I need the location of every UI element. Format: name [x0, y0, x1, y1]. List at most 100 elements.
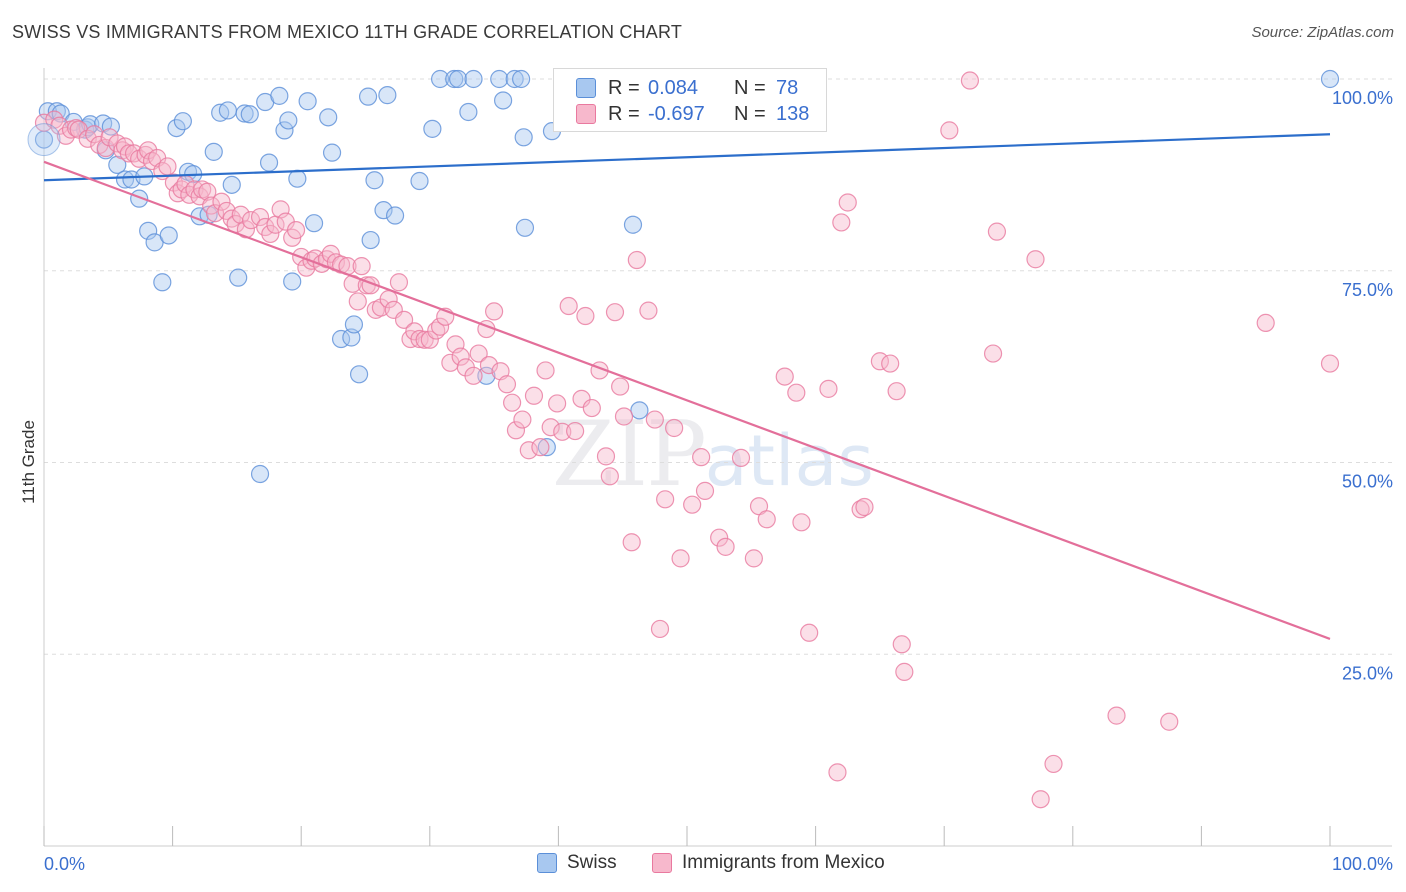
- swiss-point: [279, 111, 298, 130]
- mexico-point: [389, 273, 409, 292]
- swiss-point: [448, 69, 468, 89]
- x-tick-label-max: 100.0%: [1332, 854, 1393, 874]
- mexico-point: [744, 549, 763, 568]
- mexico-point: [1107, 706, 1126, 725]
- mexico-point: [164, 173, 183, 192]
- mexico-point: [524, 386, 544, 405]
- swiss-n-label: N =: [734, 76, 766, 99]
- swiss-point: [494, 91, 513, 110]
- mexico-point: [124, 144, 144, 163]
- mexico-point: [212, 192, 231, 211]
- data-points: [27, 69, 1340, 809]
- swiss-point: [235, 104, 254, 123]
- mexico-point: [895, 662, 914, 681]
- bottom-legend-swiss[interactable]: Swiss: [537, 852, 617, 874]
- mexico-point: [627, 250, 646, 270]
- swiss-point: [275, 121, 294, 140]
- mexico-point: [940, 121, 959, 140]
- mexico-legend-icon: [652, 853, 672, 873]
- swiss-point: [222, 175, 241, 194]
- swiss-point: [298, 92, 317, 111]
- bottom-legend-mexico[interactable]: Immigrants from Mexico: [652, 852, 885, 874]
- swiss-point: [374, 201, 393, 220]
- swiss-point: [322, 143, 342, 162]
- swiss-point: [464, 69, 483, 89]
- mexico-point: [531, 438, 550, 457]
- mexico-r-value: -0.697: [648, 102, 705, 125]
- mexico-point: [1044, 754, 1063, 774]
- swiss-point: [139, 221, 158, 240]
- mexico-point: [838, 193, 857, 212]
- mexico-point: [645, 410, 664, 429]
- mexico-point: [286, 220, 306, 240]
- mexico-point: [576, 306, 595, 326]
- mexico-point: [78, 129, 97, 148]
- mexico-point: [600, 467, 619, 486]
- swiss-point: [229, 268, 248, 287]
- mexico-point: [881, 354, 900, 373]
- mexico-point: [250, 207, 270, 227]
- mexico-point: [503, 393, 522, 412]
- watermark: ZIPatlas: [552, 402, 874, 507]
- mexico-point: [828, 763, 847, 782]
- mexico-point: [695, 481, 715, 500]
- x-tick-label-min: 0.0%: [44, 854, 85, 874]
- mexico-point: [34, 113, 54, 132]
- mexico-point: [469, 344, 488, 363]
- swiss-point: [81, 115, 100, 134]
- swiss-point: [319, 108, 338, 127]
- chart-title: SWISS VS IMMIGRANTS FROM MEXICO 11TH GRA…: [12, 22, 683, 42]
- swiss-r-value: 0.084: [648, 76, 699, 99]
- axes: [43, 68, 1392, 847]
- mexico-point: [605, 303, 625, 322]
- y-tick-label: 50.0%: [1342, 472, 1393, 492]
- swiss-r-label: R =: [608, 76, 640, 99]
- correlation-legend: R = 0.084 N = 78 R = -0.697 N = 138: [553, 68, 827, 132]
- mexico-point: [519, 441, 538, 460]
- swiss-point: [288, 169, 307, 188]
- swiss-point: [240, 105, 259, 124]
- mexico-point: [892, 635, 911, 654]
- swiss-point: [512, 69, 531, 89]
- mexico-point: [566, 421, 585, 441]
- mexico-point: [451, 347, 470, 366]
- mexico-point: [479, 355, 499, 375]
- swiss-point: [537, 438, 556, 457]
- mexico-point: [832, 213, 851, 232]
- swiss-point: [167, 118, 186, 138]
- swiss-point: [270, 86, 289, 105]
- legend-row-swiss: R = 0.084 N = 78: [576, 75, 798, 101]
- mexico-point: [548, 394, 567, 413]
- mexico-point: [611, 377, 630, 396]
- mexico-point: [800, 623, 819, 642]
- mexico-point: [692, 448, 711, 467]
- trend-lines: [43, 133, 1331, 640]
- swiss-point-large: [27, 123, 61, 157]
- legend-row-mexico: R = -0.697 N = 138: [576, 101, 809, 127]
- mexico-point: [352, 257, 371, 276]
- mexico-point: [757, 510, 776, 529]
- swiss-point: [304, 214, 324, 233]
- swiss-point: [477, 366, 496, 385]
- mexico-point: [536, 361, 555, 380]
- axis-labels: 25.0% 50.0% 75.0% 100.0% 0.0% 100.0% 11th Grad…: [19, 88, 1393, 874]
- mexico-r-label: R =: [608, 102, 640, 125]
- swiss-point: [218, 101, 237, 120]
- swiss-point: [153, 273, 172, 292]
- mexico-legend-label: Immigrants from Mexico: [682, 852, 885, 873]
- swiss-point: [361, 230, 380, 250]
- swiss-point: [173, 112, 192, 131]
- swiss-point: [1320, 69, 1340, 89]
- mexico-point: [506, 421, 526, 440]
- swiss-n-value: 78: [776, 76, 799, 99]
- mexico-swatch-icon: [576, 104, 596, 124]
- mexico-point: [731, 448, 751, 467]
- mexico-point: [787, 383, 806, 402]
- gridlines: [44, 78, 1392, 655]
- mexico-trend-line: [43, 160, 1331, 640]
- mexico-point: [987, 222, 1007, 241]
- source-label: Source: ZipAtlas.com: [1251, 24, 1394, 41]
- swiss-point: [358, 87, 378, 106]
- y-axis-title: 11th Grade: [19, 420, 38, 504]
